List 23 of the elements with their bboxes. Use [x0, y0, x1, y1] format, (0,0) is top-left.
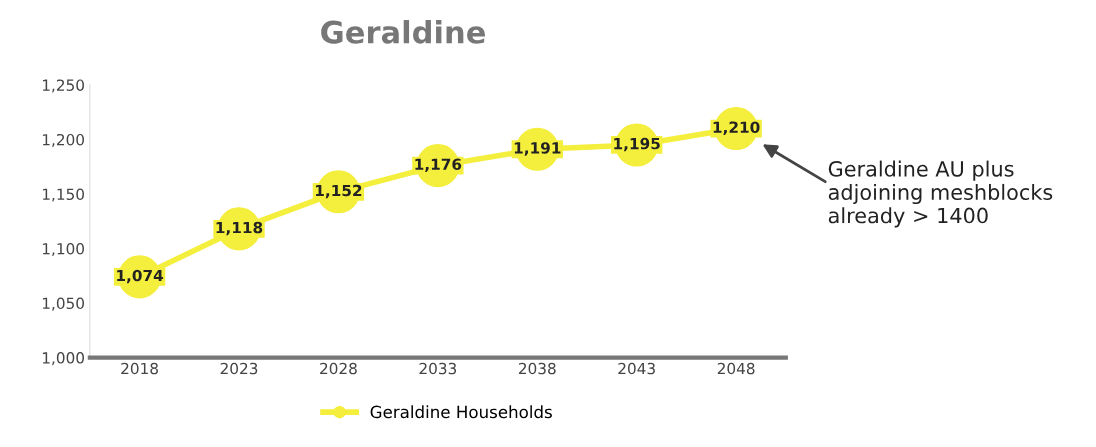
x-tick-label: 2043 — [618, 362, 655, 375]
y-tick-label: 1,100 — [42, 243, 84, 257]
x-tick-label: 2048 — [717, 362, 755, 375]
y-tick-label: 1,050 — [42, 297, 84, 311]
chart-title: Geraldine — [321, 20, 485, 44]
y-tick-label: 1,250 — [42, 79, 84, 93]
text: 1,191 — [514, 142, 561, 156]
text: 1,210 — [713, 121, 760, 135]
text: 1,152 — [315, 184, 362, 199]
y-tick-label: 1,150 — [42, 188, 84, 202]
x-tick-label: 2023 — [220, 362, 258, 375]
text: Geraldine AU plus adjoining meshblocks already > 1400 — [828, 160, 1053, 228]
text: 1,176 — [415, 158, 462, 173]
text: 1,118 — [216, 221, 263, 236]
text: 1,074 — [117, 269, 164, 284]
text: 1,195 — [614, 137, 660, 152]
x-tick-label: 2033 — [419, 362, 457, 375]
y-tick-label: 1,000 — [42, 352, 84, 366]
y-tick-label: 1,200 — [42, 133, 84, 148]
x-tick-label: 2038 — [518, 362, 556, 375]
x-tick-label: 2018 — [121, 362, 158, 375]
x-tick-label: 2028 — [320, 362, 357, 375]
legend-label: Geraldine Households — [370, 405, 552, 419]
